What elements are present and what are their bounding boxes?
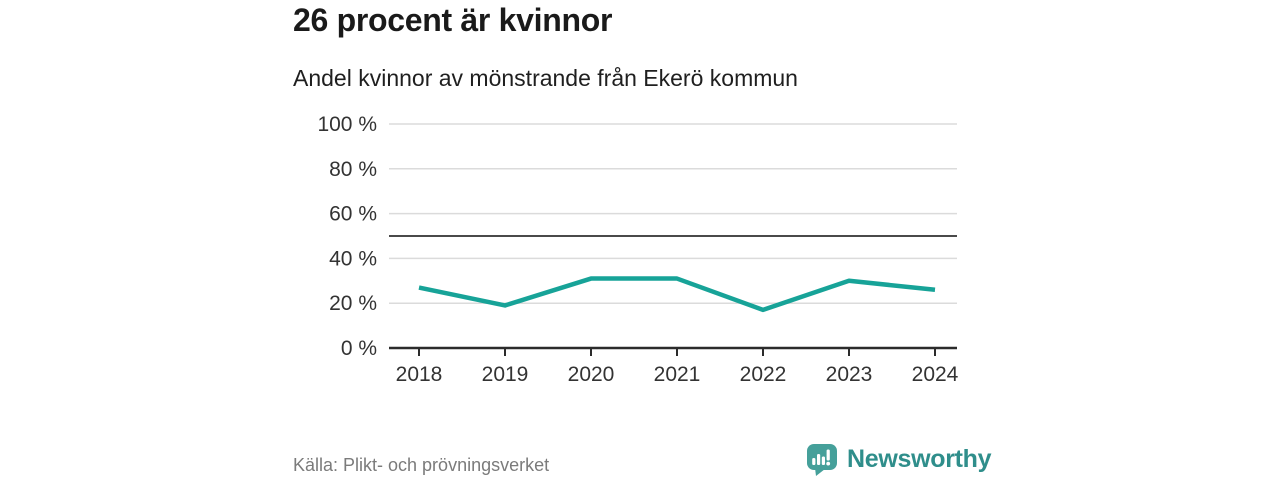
x-tick-label: 2022	[740, 363, 787, 386]
y-tick-label: 20 %	[329, 292, 377, 315]
y-tick-label: 40 %	[329, 247, 377, 270]
x-tick-label: 2020	[568, 363, 615, 386]
x-tick-label: 2023	[826, 363, 873, 386]
source-note: Källa: Plikt- och prövningsverket	[293, 455, 550, 475]
x-tick-label: 2018	[396, 363, 443, 386]
x-tick-label: 2021	[654, 363, 701, 386]
x-tick-label: 2024	[912, 363, 959, 386]
y-tick-label: 100 %	[317, 113, 377, 136]
y-tick-label: 0 %	[341, 337, 377, 360]
newsworthy-bar-chart-bubble-icon	[807, 444, 837, 476]
line-chart: 0 % 20 % 40 % 60 % 80 % 100 % 2018 2019 2020 2021…	[317, 113, 959, 386]
chart-subtitle: Andel kvinnor av mönstrande från Ekerö k…	[293, 65, 798, 91]
x-tick-label: 2019	[482, 363, 529, 386]
newsworthy-logo[interactable]: Newsworthy	[806, 441, 992, 477]
brand-name: Newsworthy	[847, 444, 992, 473]
y-tick-label: 60 %	[329, 203, 377, 226]
chart-title: 26 procent är kvinnor	[293, 2, 613, 38]
y-tick-label: 80 %	[329, 158, 377, 181]
data-line-andel-kvinnor	[418, 276, 936, 313]
